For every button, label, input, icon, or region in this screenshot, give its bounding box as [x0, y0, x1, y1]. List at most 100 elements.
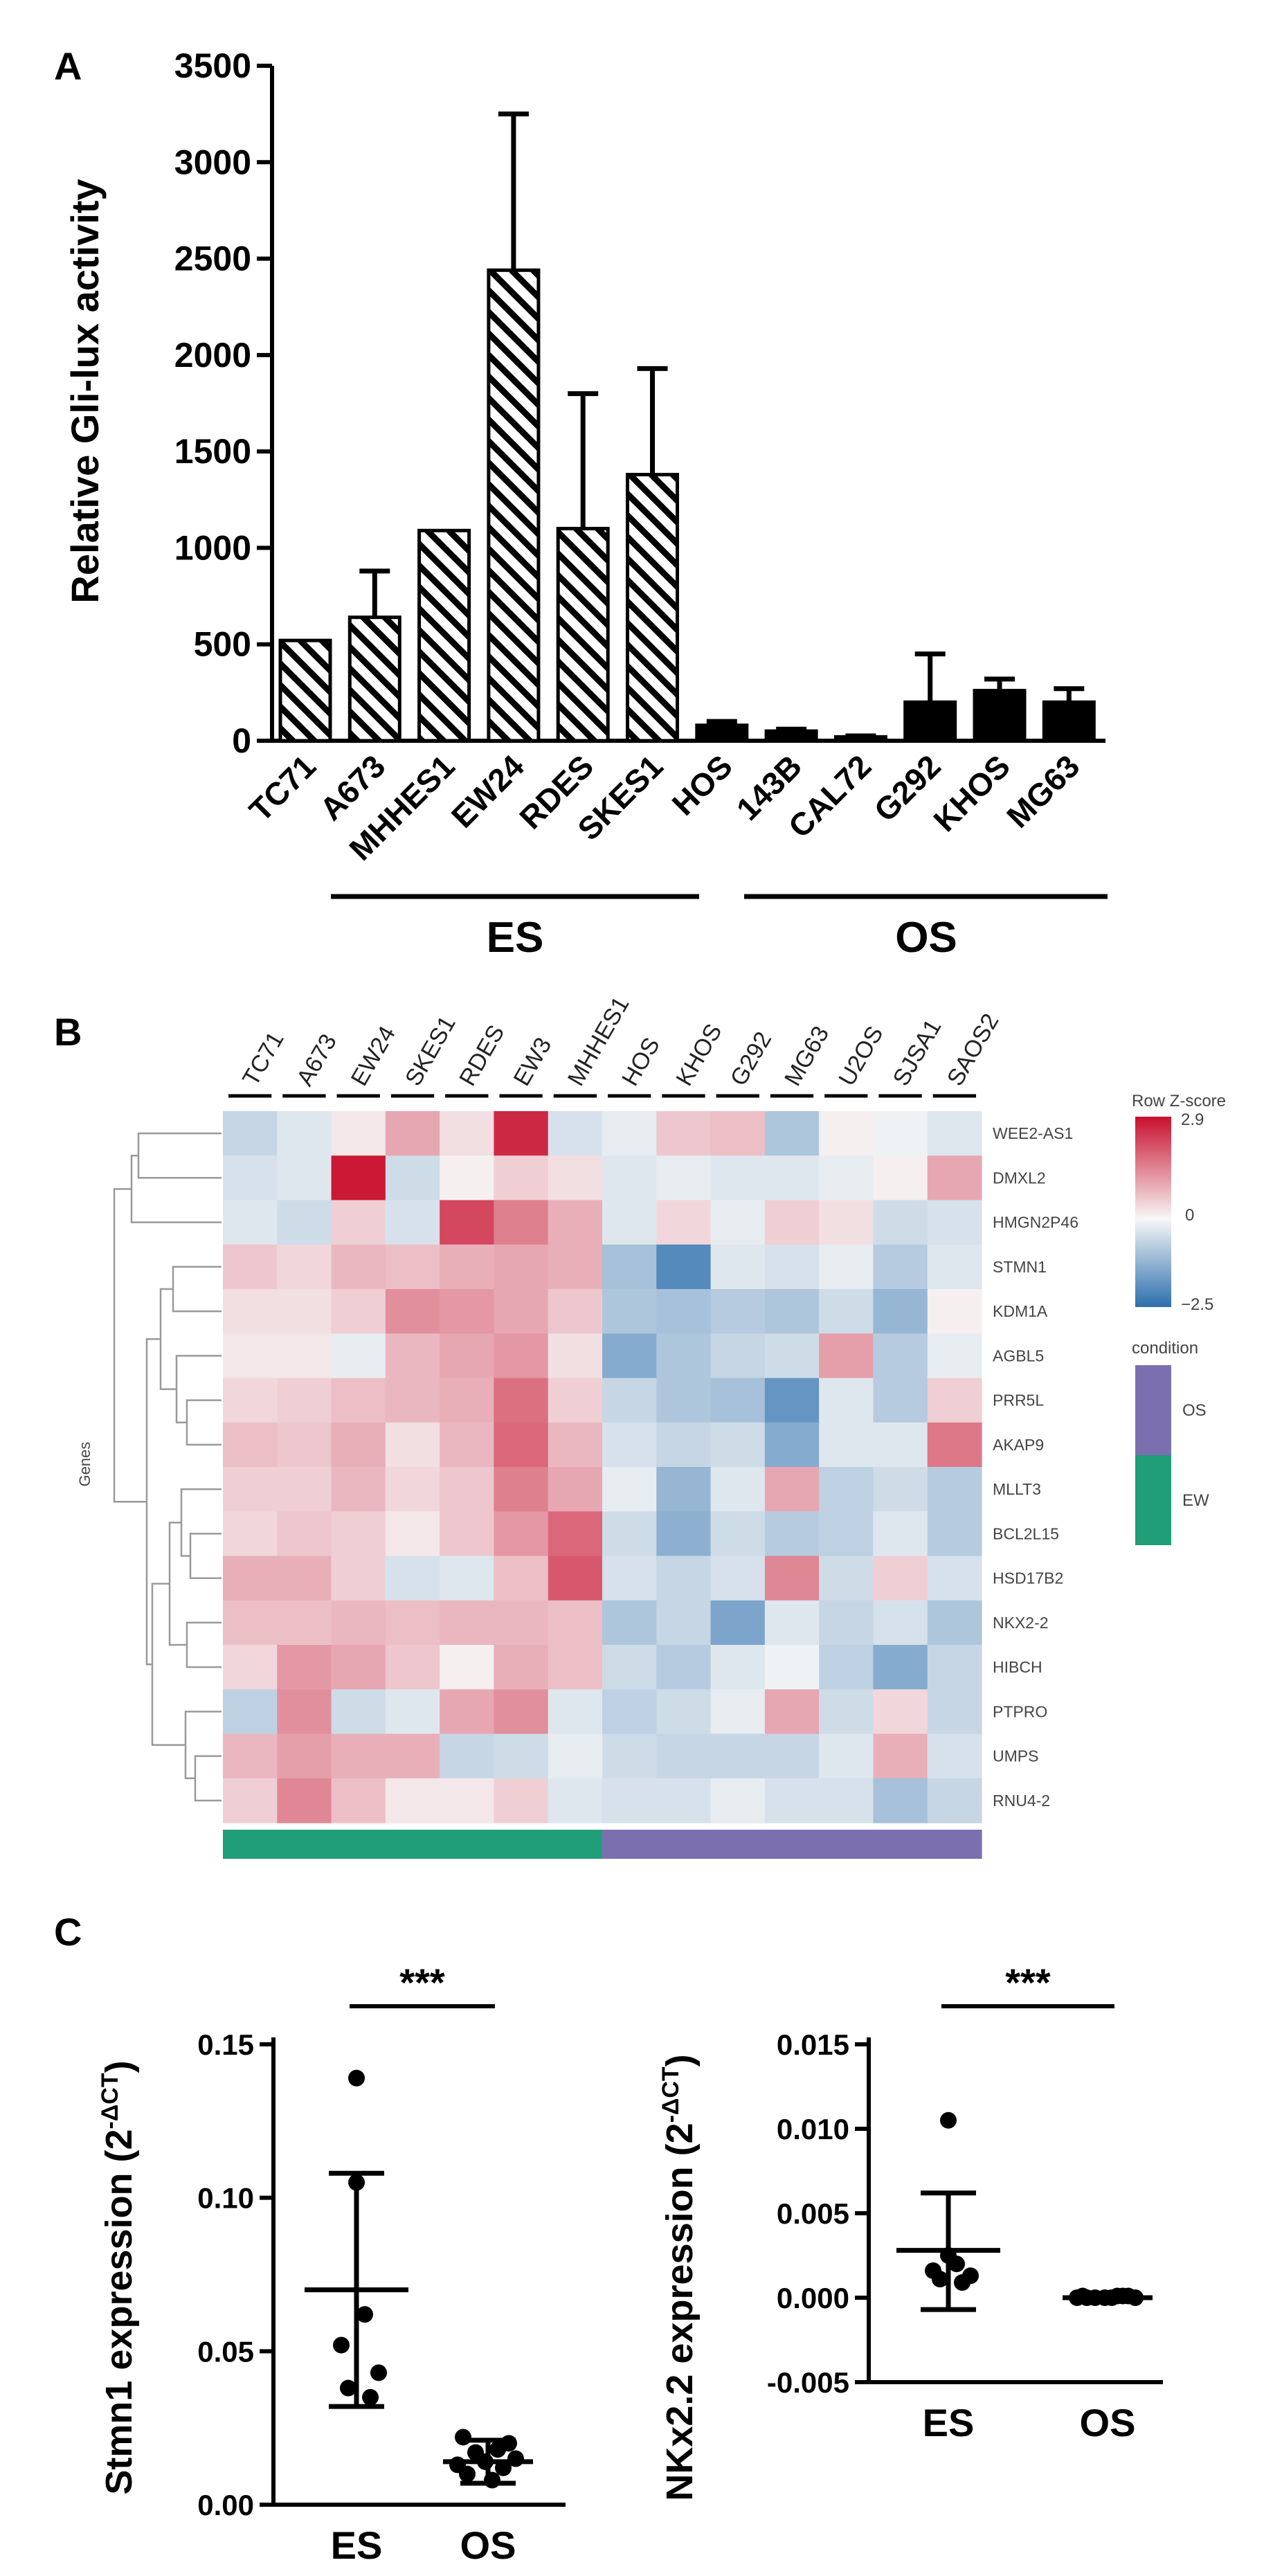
condition-cell: [710, 1830, 766, 1859]
heatmap-cell: [656, 1778, 712, 1823]
heatmap-cell: [710, 1244, 766, 1290]
heatmap-cell: [494, 1689, 549, 1735]
condition-cell: [764, 1830, 820, 1859]
data-point: [1127, 2289, 1144, 2306]
heatmap-cell: [223, 1378, 278, 1423]
heatmap-row-label: HIBCH: [993, 1658, 1042, 1676]
condition-cell: [819, 1830, 874, 1859]
heatmap-cell: [764, 1511, 820, 1557]
heatmap-row-label: WEE2-AS1: [993, 1124, 1073, 1142]
x-tick-label: EW24: [444, 748, 532, 835]
heatmap-cell: [385, 1689, 440, 1735]
heatmap-cell: [656, 1467, 712, 1512]
significance-label: ***: [1005, 1961, 1051, 2004]
heatmap-cell: [656, 1422, 712, 1468]
heatmap-cell: [548, 1778, 603, 1823]
heatmap-cell: [494, 1600, 549, 1646]
heatmap-cell: [223, 1556, 278, 1601]
heatmap-cell: [494, 1111, 549, 1156]
heatmap-cell: [331, 1511, 386, 1557]
heatmap-row-label: AKAP9: [993, 1436, 1044, 1454]
heatmap-cell: [873, 1689, 928, 1735]
heatmap-cell: [548, 1511, 603, 1557]
heatmap-column-label: SJSA1: [888, 1015, 947, 1090]
bar: [903, 700, 957, 743]
heatmap-cell: [873, 1111, 928, 1156]
heatmap-cell: [764, 1600, 820, 1646]
nkx22-plot-content: -0.005 0.000 0.005 0.010 0.015 ES OS ***: [767, 1961, 1163, 2444]
heatmap-cell: [710, 1200, 766, 1245]
heatmap-row-label: HSD17B2: [993, 1569, 1063, 1587]
heatmap-cell: [927, 1511, 982, 1557]
heatmap-cell: [440, 1333, 495, 1379]
heatmap-cell: [764, 1378, 820, 1423]
heatmap-row-label: AGBL5: [993, 1346, 1044, 1364]
heatmap-cell: [710, 1778, 766, 1823]
heatmap-cell: [548, 1556, 603, 1601]
data-point: [1069, 2289, 1085, 2306]
dendrogram-branch: [145, 1338, 161, 1666]
heatmap-cell: [331, 1333, 386, 1379]
heatmap-cell: [656, 1689, 712, 1735]
heatmap-cell: [602, 1200, 657, 1245]
heatmap-cell: [548, 1378, 603, 1423]
heatmap-cell: [223, 1422, 278, 1468]
heatmap-cell: [223, 1244, 278, 1290]
bar-chart-bars: [278, 111, 1096, 743]
heatmap-row-label: UMPS: [993, 1747, 1038, 1765]
heatmap-cell: [548, 1733, 603, 1779]
panel-label-c: C: [54, 1910, 82, 1954]
dendrogram-branch: [137, 1132, 222, 1179]
heatmap-column-label: MG63: [779, 1022, 834, 1090]
heatmap-cell: [710, 1689, 766, 1735]
heatmap-cell: [494, 1467, 549, 1512]
heatmap-cell: [440, 1689, 495, 1735]
heatmap-cell: [494, 1733, 549, 1779]
y-tick-label: 0.015: [777, 2028, 849, 2061]
heatmap-cell: [385, 1645, 440, 1690]
heatmap-cell: [819, 1378, 874, 1423]
x-tick-label: MG63: [1000, 748, 1086, 834]
heatmap-cell: [873, 1733, 928, 1779]
heatmap-cell: [440, 1600, 495, 1646]
heatmap-cell: [277, 1645, 332, 1690]
heatmap-cell: [548, 1645, 603, 1690]
heatmap-cell: [764, 1422, 820, 1468]
heatmap-cell: [277, 1422, 332, 1468]
heatmap-cell: [277, 1600, 332, 1646]
heatmap-cell: [602, 1467, 657, 1512]
heatmap-cell: [548, 1467, 603, 1512]
data-point: [348, 2069, 365, 2087]
heatmap-cell: [602, 1511, 657, 1557]
heatmap-cell: [764, 1289, 820, 1334]
y-tick-label: 1000: [174, 528, 251, 567]
heatmap-cell: [764, 1689, 820, 1735]
heatmap-cell: [656, 1200, 712, 1245]
heatmap-cell: [331, 1111, 386, 1156]
heatmap-cell: [548, 1422, 603, 1468]
heatmap-cell: [277, 1378, 332, 1423]
heatmap-cell: [223, 1155, 278, 1201]
y-tick-label: 1500: [174, 432, 251, 471]
x-category-label: ES: [923, 2401, 975, 2444]
heatmap-cell: [548, 1689, 603, 1735]
heatmap-cell: [223, 1778, 278, 1823]
dendrogram-branch: [159, 1288, 177, 1390]
heatmap-cell: [385, 1511, 440, 1557]
heatmap-cell: [656, 1155, 712, 1201]
heatmap-cell: [277, 1111, 332, 1156]
heatmap-cell: [277, 1511, 332, 1557]
heatmap-cell: [819, 1111, 874, 1156]
heatmap-cell: [873, 1289, 928, 1334]
heatmap-cell: [602, 1155, 657, 1201]
heatmap-cell: [440, 1289, 495, 1334]
condition-cell: [277, 1830, 332, 1859]
heatmap-row-label: DMXL2: [993, 1169, 1046, 1187]
condition-cell: [927, 1830, 982, 1859]
heatmap-cell: [710, 1511, 766, 1557]
heatmap-column-label: SKES1: [400, 1011, 461, 1090]
y-tick-label: 3000: [174, 143, 251, 181]
heatmap-cell: [819, 1600, 874, 1646]
